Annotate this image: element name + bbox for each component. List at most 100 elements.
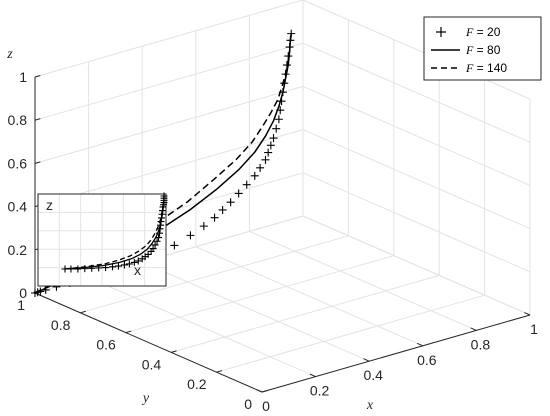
- series-f140-line: [34, 33, 292, 294]
- svg-text:F = 140: F = 140: [465, 61, 507, 75]
- grid-line-side-z: [302, 42, 531, 143]
- inset-series-f20-marker: [153, 237, 161, 245]
- inset-frame-border: [37, 193, 167, 287]
- grid-line-side-z: [302, 0, 531, 100]
- grid-line-side-z: [302, 172, 531, 273]
- z-tick-label: 0.6: [8, 155, 28, 171]
- legend-box: [423, 16, 542, 81]
- grid-line-floor-y: [80, 235, 349, 314]
- z-tick-label: 0.2: [8, 242, 28, 258]
- inset-series-f20-marker: [120, 261, 128, 269]
- z-axis-label: z: [6, 47, 13, 62]
- legend-entry-f140: F = 140: [431, 61, 507, 75]
- svg-text:F = 20: F = 20: [465, 25, 501, 39]
- x-tick-mark: [256, 389, 263, 393]
- series-f20-marker: [199, 222, 208, 231]
- legend-label-f80: = 80: [473, 43, 500, 57]
- inset-plot: zx: [37, 192, 168, 287]
- y-tick-mark: [125, 330, 132, 334]
- y-tick-mark: [171, 350, 177, 353]
- legend-var-f80: F: [465, 43, 474, 57]
- grid-line-back-z: [34, 0, 304, 78]
- x-tick-label: 0.6: [417, 352, 437, 368]
- y-tick-label: 0.6: [96, 337, 116, 353]
- z-tick-mark: [34, 161, 41, 164]
- series-f20-marker: [218, 205, 227, 214]
- inset-series-f20-marker: [134, 257, 142, 265]
- grid-line-side-z: [302, 85, 531, 186]
- legend: F = 20 F = 80 F = 140: [423, 16, 542, 81]
- inset-series-f20-marker: [125, 260, 133, 268]
- y-axis-line: [34, 292, 263, 393]
- y-tick-label: 0.2: [187, 376, 207, 392]
- grid-line-back-z: [34, 85, 304, 164]
- legend-var-f20: F: [465, 25, 474, 39]
- x-tick-label: 0.4: [363, 367, 383, 383]
- y-axis-label: y: [141, 391, 150, 406]
- x-axis-line: [261, 314, 531, 393]
- inset-series-f20-marker: [149, 245, 157, 253]
- legend-entry-f80: F = 80: [431, 43, 501, 57]
- y-tick-mark: [80, 310, 86, 314]
- inset-series-f20-marker: [114, 262, 122, 270]
- series-f20-marker: [269, 134, 278, 143]
- x-tick-mark: [416, 342, 423, 347]
- z-tick-label: 0.4: [8, 199, 28, 215]
- series-f20-marker: [256, 163, 265, 172]
- inset-series-f20-marker: [74, 265, 82, 273]
- inset-series-f20-marker: [151, 241, 159, 249]
- x-axis-label: x: [366, 398, 374, 413]
- tick-labels: 00.20.40.60.8100.20.40.60.8100.20.40.60.…: [8, 69, 539, 414]
- x-tick-mark: [470, 327, 477, 331]
- grid-line-back-z: [34, 42, 304, 121]
- legend-label-f20: = 20: [473, 25, 500, 39]
- series-f20-marker: [210, 213, 219, 222]
- inset-x-label: x: [134, 262, 141, 278]
- x-tick-label: 1: [530, 321, 538, 337]
- z-tick-mark: [34, 118, 41, 121]
- grid-line-floor-x: [88, 277, 316, 378]
- x-tick-mark: [363, 358, 370, 362]
- y-tick-label: 0: [244, 396, 252, 412]
- x-tick-mark: [524, 312, 531, 316]
- inset-series-f140-line: [64, 195, 165, 270]
- legend-var-f140: F: [465, 61, 474, 75]
- z-tick-label: 1: [19, 69, 27, 85]
- y-tick-label: 0.4: [142, 356, 162, 372]
- x-tick-mark: [309, 373, 316, 378]
- series-f20-marker: [186, 231, 195, 240]
- x-tick-label: 0.8: [471, 336, 491, 352]
- z-tick-mark: [34, 74, 41, 78]
- y-tick-label: 1: [17, 297, 25, 313]
- svg-text:F = 80: F = 80: [465, 43, 501, 57]
- grid-line-floor-y: [216, 294, 485, 373]
- y-tick-mark: [261, 389, 268, 393]
- z-tick-label: 0: [19, 285, 27, 301]
- series-f20-marker: [226, 198, 235, 207]
- series-f20-marker: [274, 115, 283, 124]
- legend-label-f140: = 140: [473, 61, 507, 75]
- series-f20-marker: [266, 141, 275, 150]
- y-tick-label: 0.8: [51, 317, 71, 333]
- inset-series-f20-marker: [144, 250, 152, 258]
- inset-series-f80-line: [64, 195, 165, 270]
- series-f20-marker: [170, 241, 179, 250]
- legend-entry-f20: F = 20: [436, 25, 501, 39]
- grid-line-side-z: [302, 129, 531, 230]
- inset-series-f20-marker: [109, 263, 117, 271]
- grid-line-floor-x: [249, 230, 477, 331]
- series-f20-marker: [261, 155, 270, 164]
- x-tick-label: 0.2: [310, 383, 330, 399]
- legend-plus-marker: [436, 27, 446, 37]
- grid-line-floor-y: [171, 274, 440, 353]
- y-tick-mark: [216, 370, 223, 373]
- series-layer: [31, 29, 296, 297]
- grid-line-floor-y: [125, 255, 394, 334]
- series-f20-marker: [272, 124, 281, 133]
- grid-line-floor-x: [195, 246, 423, 347]
- series-f20-marker: [242, 180, 251, 189]
- inset-z-label: z: [46, 197, 53, 213]
- z-tick-label: 0.8: [8, 112, 28, 128]
- series-f20-marker: [264, 148, 273, 157]
